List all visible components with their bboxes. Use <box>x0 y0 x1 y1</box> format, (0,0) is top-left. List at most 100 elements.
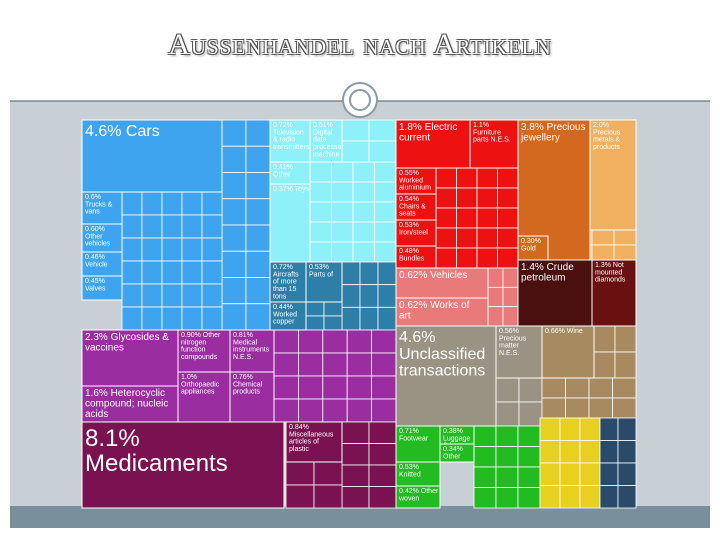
treemap-cell <box>177 371 231 423</box>
treemap-filler-tile <box>473 446 497 468</box>
treemap-filler-tile <box>371 329 397 354</box>
treemap-filler-tile <box>352 221 375 243</box>
treemap-filler-tile <box>341 486 370 509</box>
treemap-cell <box>395 297 489 329</box>
treemap-filler-tile <box>374 161 397 183</box>
treemap-filler-tile <box>181 306 203 331</box>
treemap-filler-tile <box>323 301 343 317</box>
treemap-filler-tile <box>201 214 223 239</box>
treemap-label: 0.46% Vehicle <box>85 254 108 268</box>
treemap-filler-tile <box>617 485 637 509</box>
treemap-filler-tile <box>497 207 519 229</box>
treemap-filler-tile <box>309 161 332 183</box>
treemap-filler-tile <box>245 172 271 200</box>
treemap-filler-tile <box>322 329 348 354</box>
treemap-filler-tile <box>456 227 478 249</box>
treemap-filler-tile <box>221 145 247 173</box>
treemap-filler-tile <box>374 221 397 243</box>
treemap-filler-tile <box>141 214 163 239</box>
footer-bar <box>10 506 710 528</box>
treemap-label: 2.0% Precious metals & products <box>593 122 621 151</box>
treemap-filler-tile <box>456 187 478 209</box>
treemap-filler-tile <box>341 443 370 466</box>
treemap-cell <box>81 119 223 193</box>
treemap-filler-tile <box>565 397 590 419</box>
treemap-filler-tile <box>579 417 601 441</box>
treemap-filler-tile <box>495 425 519 447</box>
treemap-filler-tile <box>297 352 324 377</box>
treemap-filler-tile <box>559 417 581 441</box>
treemap-cell <box>395 167 437 195</box>
treemap-filler-tile <box>313 461 343 486</box>
treemap-cell <box>229 371 275 423</box>
treemap-filler-tile <box>221 172 247 200</box>
treemap-filler-tile <box>341 261 361 286</box>
ring-ornament-icon <box>342 82 378 118</box>
treemap-label: 3.8% Precious jewellery <box>520 122 585 144</box>
treemap-label: 0.55% Worked aluminium <box>399 170 431 192</box>
treemap-filler-tile <box>161 283 183 308</box>
treemap-label: 0.76% Chemical products <box>233 374 263 396</box>
treemap-filler-tile <box>297 375 324 400</box>
treemap-filler-tile <box>346 398 373 423</box>
treemap-label: 0.62% Vehicles <box>399 270 467 281</box>
treemap-label: 0.42% Other woven <box>398 488 439 502</box>
treemap-filler-tile <box>181 283 203 308</box>
treemap-filler-tile <box>368 486 397 509</box>
treemap-filler-tile <box>359 306 379 331</box>
treemap-filler-tile <box>614 351 637 379</box>
treemap-cell <box>305 261 343 303</box>
treemap-filler-tile <box>161 237 183 262</box>
treemap-filler-tile <box>245 119 271 147</box>
treemap-filler-tile <box>435 227 457 249</box>
treemap-filler-tile <box>579 485 601 509</box>
treemap-filler-tile <box>502 286 519 308</box>
treemap-filler-tile <box>201 283 223 308</box>
treemap-filler-tile <box>161 191 183 216</box>
treemap-cell <box>517 259 593 327</box>
treemap-cell <box>285 421 343 463</box>
treemap-filler-tile <box>476 167 498 189</box>
treemap-filler-tile <box>612 377 637 399</box>
treemap-label: 0.56% Precious matter N.E.S. <box>499 328 527 357</box>
treemap-filler-tile <box>495 401 520 427</box>
treemap-filler-tile <box>599 417 619 441</box>
treemap-label: 2.3% Glycosides & vaccines <box>85 332 169 354</box>
treemap-filler-tile <box>368 140 397 163</box>
treemap-filler-tile <box>497 247 519 269</box>
treemap-filler-tile <box>181 214 203 239</box>
treemap-label: 0.48% Bundles <box>399 248 425 262</box>
treemap-cell <box>269 183 311 263</box>
treemap-filler-tile <box>161 306 183 331</box>
treemap-filler-tile <box>617 462 637 486</box>
treemap-cell <box>395 219 437 247</box>
treemap-filler-tile <box>374 201 397 223</box>
treemap-filler-tile <box>313 484 343 509</box>
treemap-filler-tile <box>352 161 375 183</box>
page-title: Aussenhandel nach Artikeln <box>168 28 552 61</box>
treemap-label: 0.53% Parts of <box>309 264 333 278</box>
treemap-filler-tile <box>613 229 637 246</box>
treemap-filler-tile <box>141 283 163 308</box>
treemap-cell <box>517 235 549 261</box>
treemap-filler-tile <box>161 260 183 285</box>
treemap-filler-tile <box>221 119 247 147</box>
treemap-filler-tile <box>201 306 223 331</box>
treemap-filler-tile <box>495 377 520 403</box>
treemap-filler-tile <box>201 260 223 285</box>
treemap-label: 1.8% Electric current <box>399 122 457 144</box>
treemap-filler-tile <box>588 377 613 399</box>
treemap-filler-tile <box>297 398 324 423</box>
treemap-filler-tile <box>497 167 519 189</box>
treemap-filler-tile <box>599 485 619 509</box>
treemap-filler-tile <box>181 237 203 262</box>
treemap-label: 0.37% Toys <box>273 186 310 193</box>
treemap-cell <box>395 485 441 509</box>
treemap-filler-tile <box>497 227 519 249</box>
treemap-cell <box>541 325 595 379</box>
treemap-filler-tile <box>341 464 370 487</box>
treemap-filler-tile <box>368 464 397 487</box>
treemap-filler-tile <box>377 261 397 286</box>
treemap-filler-tile <box>435 247 457 269</box>
treemap-filler-tile <box>435 167 457 189</box>
